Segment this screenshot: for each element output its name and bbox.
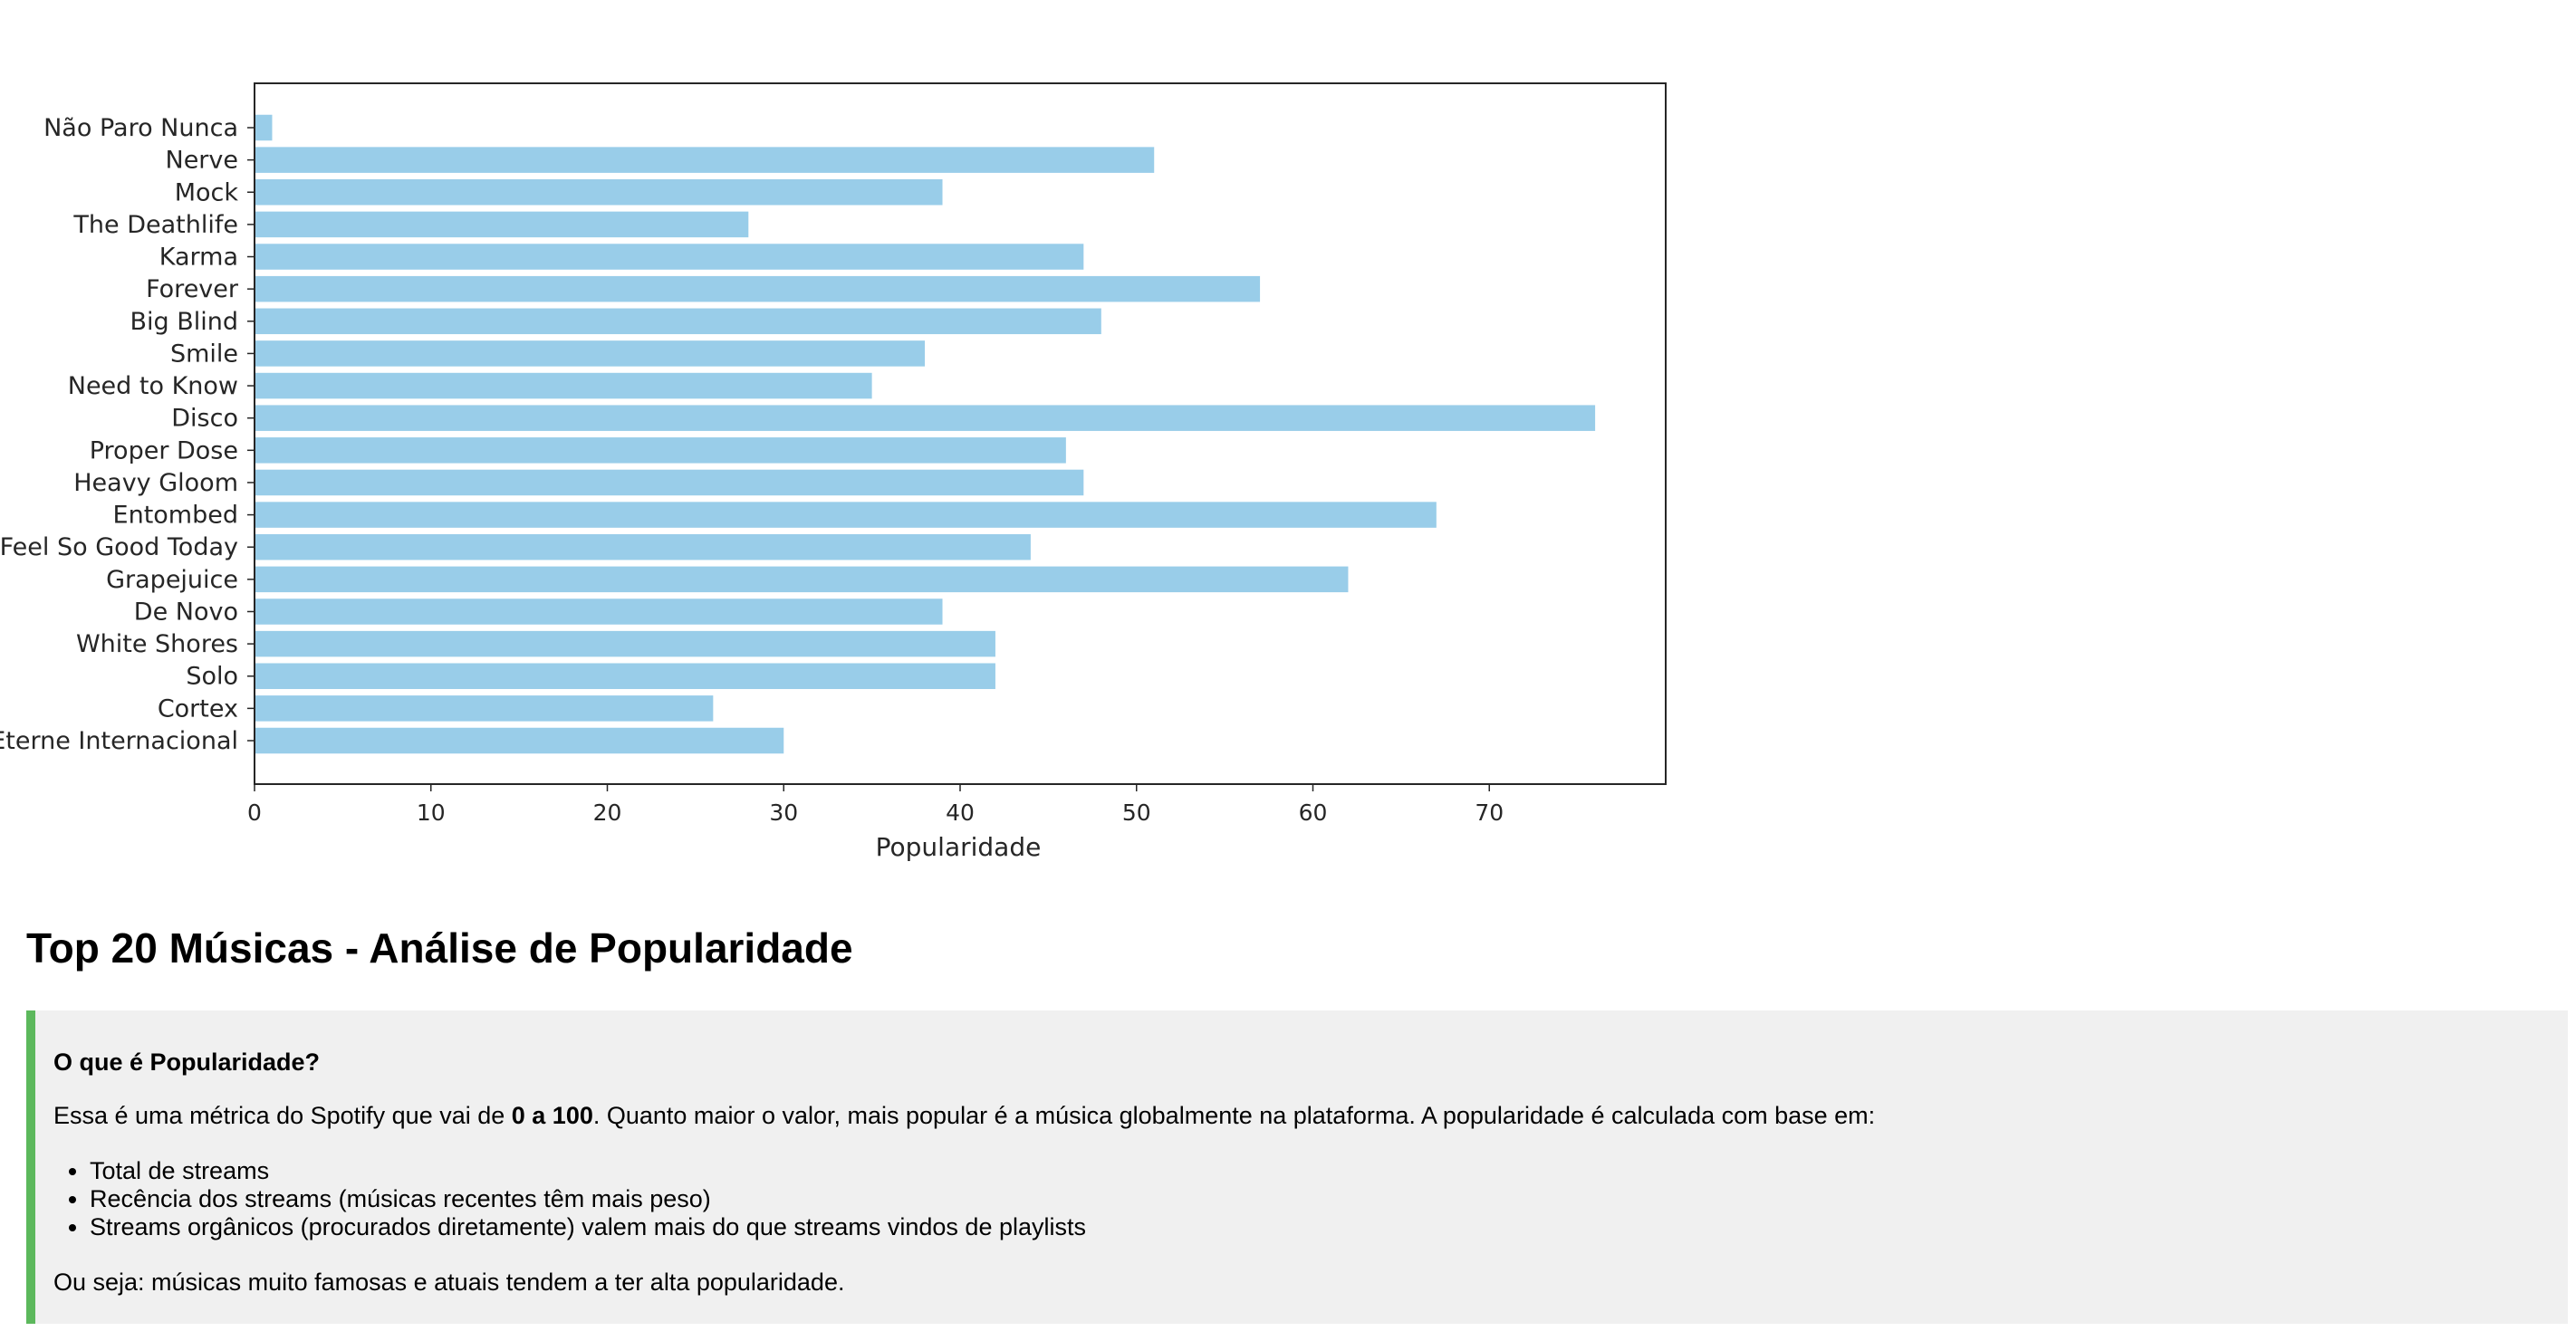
y-tick-label: Smile [170,340,238,368]
bar [255,147,1155,173]
info-conclusion: Ou seja: músicas muito famosas e atuais … [53,1269,845,1296]
y-tick-label: Entombed [113,502,238,530]
y-tick-label: De Novo [134,598,238,626]
info-box: O que é Popularidade? Essa é uma métrica… [26,1010,2568,1324]
x-axis-ticks: 0 10 20 30 40 50 60 70 [247,784,1504,826]
bar [255,211,749,238]
bar [255,308,1101,335]
intro-text-before: Essa é uma métrica do Spotify que vai de [53,1102,512,1129]
bar-chart-svg: Não Paro Nunca Nerve Mock The Deathlife Karm… [0,82,1667,862]
y-tick-label: Forever [146,275,239,303]
bar [255,502,1437,528]
bar [255,372,872,399]
y-tick-label: I Feel So Good Today [0,533,238,561]
bar [255,340,926,367]
bar [255,179,943,206]
x-tick-label: 20 [593,800,622,826]
bar [255,727,784,754]
bar [255,566,1349,593]
y-tick-label: Solo [186,663,238,691]
list-item: Total de streams [90,1157,2568,1185]
bar [255,275,1261,302]
info-intro: Essa é uma métrica do Spotify que vai de… [53,1102,2568,1130]
x-tick-label: 60 [1299,800,1328,826]
y-tick-label: Big Blind [130,308,238,336]
bar [255,533,1031,560]
bar [255,630,995,657]
y-tick-label: Não Paro Nunca [43,114,238,142]
bar [255,663,995,689]
y-tick-label: Need to Know [68,372,238,400]
y-tick-label: Proper Dose [90,436,238,464]
x-tick-label: 10 [417,800,446,826]
info-bullets: Total de streams Recência dos streams (m… [53,1157,2568,1241]
bar [255,114,273,141]
plot-frame [254,82,1667,785]
page-title: Top 20 Músicas - Análise de Popularidade [26,924,853,972]
x-tick-label: 50 [1122,800,1151,826]
intro-text-after: . Quanto maior o valor, mais popular é a… [592,1102,1876,1129]
x-tick-label: 70 [1475,800,1504,826]
info-heading: O que é Popularidade? [53,1049,321,1076]
y-tick-label: Cortex [158,694,238,723]
y-tick-label: White Shores [76,630,238,658]
x-axis-label: Popularidade [876,832,1042,862]
bar [255,405,1596,431]
popularity-chart: Não Paro Nunca Nerve Mock The Deathlife Karm… [0,0,1685,887]
list-item: Streams orgânicos (procurados diretament… [90,1213,2568,1241]
bar [255,469,1084,496]
y-tick-label: Grapejuice [106,566,238,594]
y-tick-label: The Deathlife [72,211,238,239]
x-tick-label: 40 [946,800,975,826]
y-tick-label: Heavy Gloom [73,469,238,497]
list-item: Recência dos streams (músicas recentes t… [90,1185,2568,1213]
bar [255,695,714,722]
y-tick-label: Karma [159,244,238,272]
y-tick-label: Nerve [166,147,239,175]
bar [255,598,943,625]
bar [255,437,1066,464]
bars-layer [255,114,1596,754]
x-tick-label: 30 [769,800,798,826]
y-tick-label: Mock [175,178,239,206]
x-tick-label: 0 [247,800,262,826]
bar [255,244,1084,270]
y-tick-label: Disco [171,405,238,433]
y-axis-ticks: Não Paro Nunca Nerve Mock The Deathlife Karm… [0,114,255,755]
intro-range: 0 a 100 [511,1102,593,1129]
y-tick-label: Eterne Internacional [0,727,238,755]
